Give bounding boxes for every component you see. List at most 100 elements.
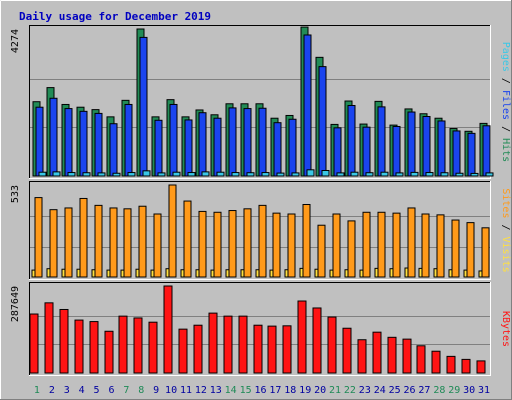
- bar-sites-day-23: [362, 211, 371, 278]
- panel-kbytes-ymax-label: 287649: [10, 286, 21, 322]
- bar-pages-day-4: [82, 172, 91, 177]
- bar-pages-day-28: [440, 172, 449, 177]
- bar-pages-day-2: [52, 171, 61, 177]
- bar-files-day-12: [198, 112, 207, 177]
- bar-pages-day-23: [365, 172, 374, 177]
- bar-sites-day-25: [392, 212, 401, 278]
- bar-kbytes-day-19: [297, 300, 307, 374]
- bar-files-day-7: [124, 103, 133, 177]
- x-tick-label-day-1: 1: [34, 385, 40, 396]
- bar-pages-day-12: [201, 171, 210, 177]
- bar-pages-day-21: [336, 172, 345, 177]
- bar-files-day-22: [347, 104, 356, 177]
- x-tick-label-day-19: 19: [299, 385, 311, 396]
- bar-kbytes-day-20: [312, 307, 322, 374]
- bar-sites-day-20: [317, 224, 326, 278]
- bar-pages-day-1: [38, 171, 47, 177]
- bar-kbytes-day-2: [44, 302, 54, 374]
- bar-files-day-25: [392, 125, 401, 177]
- bar-files-day-14: [228, 107, 237, 177]
- bar-sites-day-17: [272, 212, 281, 278]
- bar-kbytes-day-16: [253, 324, 263, 374]
- bar-sites-day-9: [153, 213, 162, 278]
- panel-hits-files-pages-legend: Pages / Files / Hits: [500, 42, 511, 162]
- bar-pages-day-29: [455, 172, 464, 177]
- bar-kbytes-day-6: [104, 330, 114, 374]
- bar-kbytes-day-11: [178, 328, 188, 374]
- bar-kbytes-day-23: [357, 339, 367, 374]
- x-tick-label-day-2: 2: [49, 385, 55, 396]
- bar-sites-day-27: [421, 213, 430, 278]
- bar-files-day-29: [452, 130, 461, 177]
- bar-pages-day-27: [425, 172, 434, 177]
- bar-files-day-17: [273, 122, 282, 177]
- panel-hits-files-pages-ymax-label: 4274: [10, 29, 21, 53]
- legend-hits: Hits: [500, 138, 511, 162]
- panel-sites-visits-legend: Sites / Visits: [500, 188, 511, 272]
- bar-kbytes-day-8: [133, 317, 143, 374]
- bar-pages-day-16: [261, 172, 270, 177]
- bar-files-day-13: [213, 117, 222, 177]
- x-tick-label-day-24: 24: [374, 385, 386, 396]
- legend-slash: /: [500, 72, 511, 90]
- x-tick-label-day-15: 15: [240, 385, 252, 396]
- x-tick-label-day-8: 8: [138, 385, 144, 396]
- bar-kbytes-day-31: [476, 360, 486, 374]
- bar-files-day-26: [407, 111, 416, 177]
- x-tick-label-day-4: 4: [79, 385, 85, 396]
- bar-pages-day-24: [380, 171, 389, 177]
- bar-kbytes-day-18: [282, 325, 292, 374]
- bar-pages-day-30: [470, 172, 479, 177]
- bar-kbytes-day-14: [223, 315, 233, 374]
- bar-files-day-28: [437, 120, 446, 177]
- bar-pages-day-22: [350, 171, 359, 177]
- bar-kbytes-day-9: [148, 321, 158, 374]
- bar-pages-day-26: [410, 171, 419, 177]
- bar-files-day-19: [303, 34, 312, 177]
- bar-pages-day-3: [67, 172, 76, 177]
- bar-files-day-15: [243, 108, 252, 177]
- x-tick-label-day-10: 10: [165, 385, 177, 396]
- bar-sites-day-28: [436, 214, 445, 278]
- bar-kbytes-day-21: [327, 316, 337, 374]
- bar-files-day-5: [94, 112, 103, 177]
- bar-sites-day-3: [64, 207, 73, 278]
- x-tick-label-day-26: 26: [404, 385, 416, 396]
- bar-sites-day-30: [466, 222, 475, 278]
- bar-kbytes-day-3: [59, 308, 69, 374]
- bar-pages-day-25: [395, 172, 404, 177]
- bar-kbytes-day-5: [89, 321, 99, 374]
- bar-files-day-9: [154, 119, 163, 177]
- legend-kbytes: KBytes: [500, 311, 511, 347]
- bar-sites-day-10: [168, 184, 177, 278]
- chart-title: Daily usage for December 2019: [19, 10, 211, 23]
- x-tick-label-day-31: 31: [478, 385, 490, 396]
- x-tick-label-day-12: 12: [195, 385, 207, 396]
- x-tick-label-day-20: 20: [314, 385, 326, 396]
- bar-files-day-2: [49, 97, 58, 177]
- bar-sites-day-2: [49, 209, 58, 278]
- x-tick-label-day-30: 30: [463, 385, 475, 396]
- bar-sites-day-29: [451, 219, 460, 278]
- bar-pages-day-31: [485, 172, 494, 177]
- bar-files-day-8: [139, 36, 148, 177]
- legend-slash: /: [500, 218, 511, 236]
- x-tick-label-day-7: 7: [123, 385, 129, 396]
- bar-files-day-20: [318, 66, 327, 177]
- legend-pages: Pages: [500, 42, 511, 72]
- bar-kbytes-day-13: [208, 312, 218, 374]
- bar-files-day-16: [258, 107, 267, 177]
- x-tick-label-day-9: 9: [153, 385, 159, 396]
- bar-pages-day-20: [321, 169, 330, 177]
- bar-kbytes-day-24: [372, 331, 382, 374]
- bar-pages-day-15: [246, 172, 255, 177]
- x-tick-label-day-3: 3: [64, 385, 70, 396]
- bar-pages-day-5: [97, 172, 106, 177]
- bar-sites-day-22: [347, 220, 356, 278]
- bar-sites-day-16: [258, 204, 267, 278]
- bar-kbytes-day-26: [402, 338, 412, 374]
- x-tick-label-day-11: 11: [180, 385, 192, 396]
- x-tick-label-day-22: 22: [344, 385, 356, 396]
